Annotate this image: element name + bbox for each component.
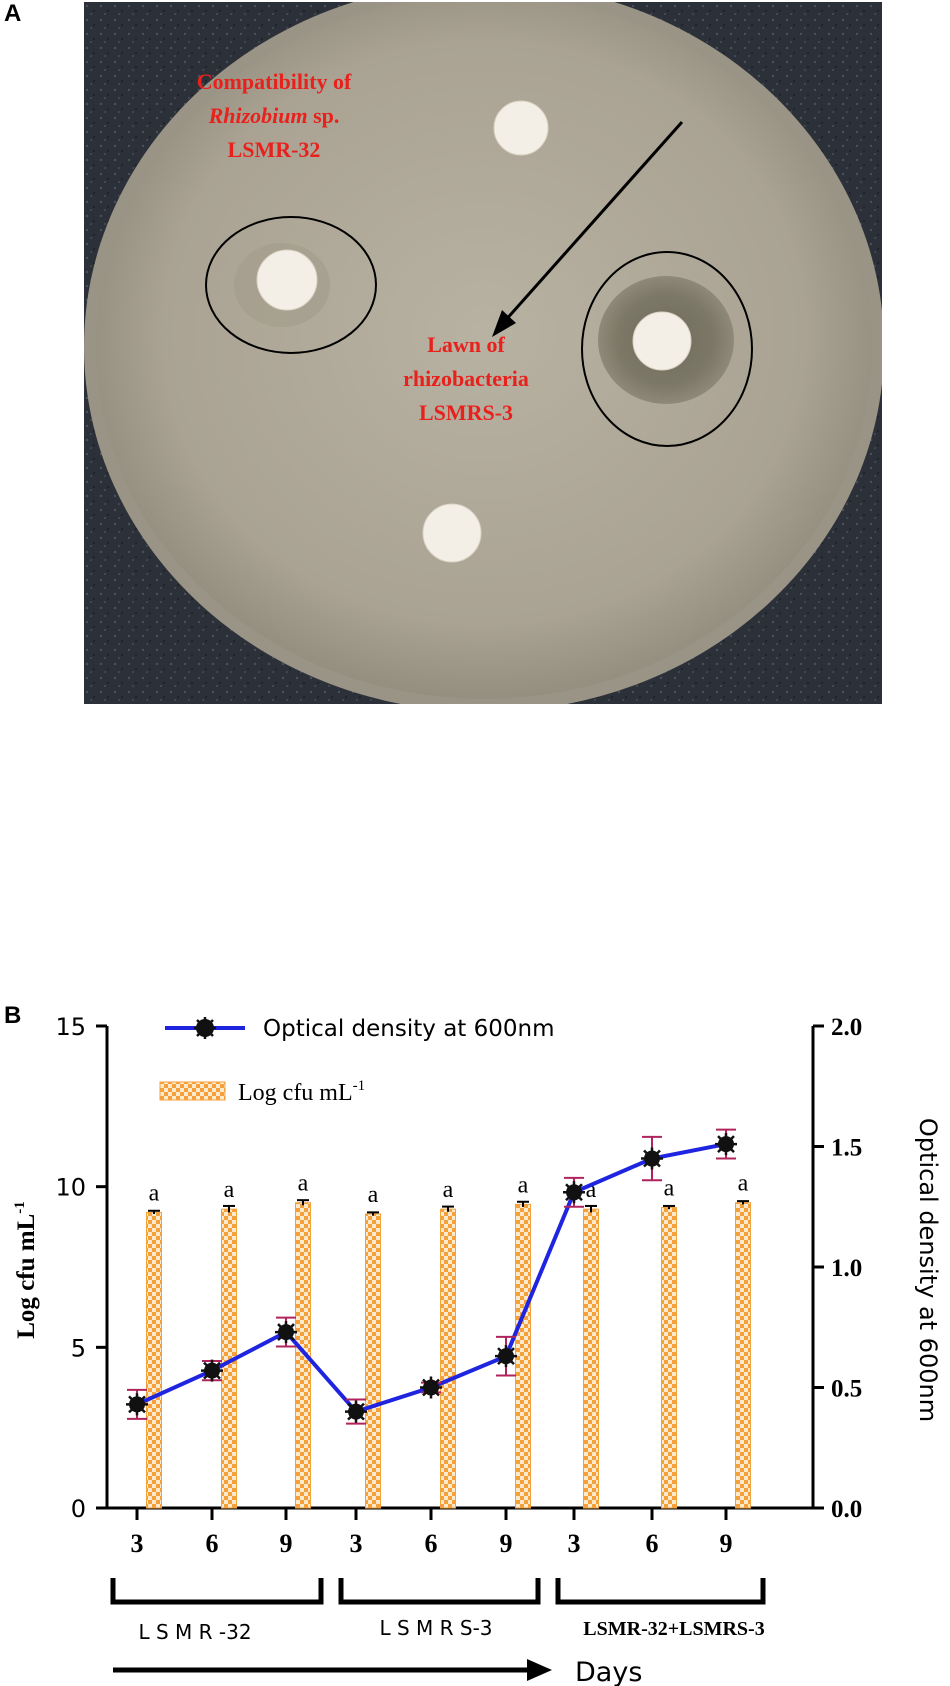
- bar-significance-2: a: [298, 1171, 309, 1197]
- bracket-group-2: [338, 1578, 541, 1605]
- bracket-group-1: [110, 1578, 324, 1605]
- bar-significance-7: a: [664, 1176, 675, 1202]
- od-point-5: [495, 1345, 517, 1368]
- annotation-compat-line3: LSMR-32: [228, 137, 321, 162]
- group-label-1: L S M R -32: [138, 1620, 251, 1644]
- annotation-lawn-line1: Lawn of: [427, 332, 505, 357]
- annotation-lawn-line3: LSMRS-3: [419, 400, 513, 425]
- x-tick-label-6: 3: [568, 1529, 581, 1558]
- legend: Optical density at 600nm Log cfu mL-1: [159, 1016, 555, 1106]
- x-tick-label-4: 6: [425, 1529, 438, 1558]
- disc-bottom: [422, 503, 482, 563]
- right-tick-label-3: 1.5: [831, 1135, 862, 1162]
- x-tick-label-3: 3: [350, 1529, 363, 1558]
- annotation-compat-line1: Compatibility of: [197, 69, 352, 94]
- days-arrow-head: [527, 1659, 552, 1681]
- growth-chart: 0 5 10 15 0.0 0.5 1.0 1.5 2.0 3 6 9 3 6 9 3 6 9 a a a a a a a a a…: [12, 1013, 942, 1686]
- od-point-3: [345, 1400, 367, 1423]
- left-axis-title: Log cfu mL-1: [12, 1201, 40, 1339]
- panel-b-label: B: [4, 1002, 22, 1029]
- od-point-2: [275, 1321, 297, 1344]
- circle-marker-left: [205, 216, 377, 354]
- bar-significance-8: a: [738, 1171, 749, 1197]
- od-point-0: [126, 1393, 148, 1416]
- annotation-lawn-line2: rhizobacteria: [403, 366, 529, 391]
- bar-4: [440, 1208, 456, 1509]
- group-label-3: LSMR-32+LSMRS-3: [583, 1618, 764, 1640]
- x-tick-label-1: 6: [206, 1529, 219, 1558]
- bar-3: [365, 1213, 381, 1509]
- petri-dish-photo: Compatibility of Rhizobium sp. LSMR-32 L…: [84, 2, 882, 704]
- x-tick-label-7: 6: [646, 1529, 659, 1558]
- group-label-2: L S M R S-3: [379, 1616, 492, 1640]
- disc-right: [632, 311, 692, 371]
- arrow-shaft: [502, 121, 684, 323]
- bar-significance-1: a: [224, 1177, 235, 1203]
- arrow-head: [492, 310, 516, 337]
- days-label: Days: [575, 1657, 642, 1686]
- bracket-group-3: [555, 1578, 766, 1605]
- bar-0: [146, 1211, 162, 1509]
- right-tick-label-2: 1.0: [831, 1255, 862, 1282]
- x-tick-label-0: 3: [131, 1529, 144, 1558]
- left-tick-label-2: 10: [55, 1174, 86, 1202]
- legend-line-label: Optical density at 600nm: [263, 1016, 555, 1042]
- od-point-8: [715, 1133, 737, 1156]
- annotation-compat-line2: Rhizobium sp.: [208, 103, 340, 128]
- panel-a-label: A: [4, 0, 22, 27]
- bar-8: [735, 1202, 751, 1509]
- left-tick-label-0: 0: [71, 1495, 86, 1523]
- bar-7: [661, 1207, 677, 1509]
- bar-6: [583, 1208, 599, 1509]
- bar-significance-5: a: [518, 1172, 529, 1198]
- x-tick-label-2: 9: [280, 1529, 293, 1558]
- left-tick-label-1: 5: [71, 1334, 86, 1362]
- disc-left: [256, 249, 318, 311]
- od-point-4: [420, 1376, 442, 1399]
- od-point-1: [201, 1359, 223, 1382]
- circle-marker-right: [581, 251, 753, 447]
- left-tick-label-3: 15: [55, 1013, 86, 1041]
- agar-plate: [96, 2, 872, 699]
- right-tick-label-1: 0.5: [831, 1376, 862, 1403]
- legend-bar-swatch: [159, 1081, 226, 1101]
- legend-bar-label: Log cfu mL-1: [238, 1078, 365, 1106]
- bar-significance-0: a: [149, 1180, 160, 1206]
- bar-significance-4: a: [443, 1177, 454, 1203]
- bar-significance-3: a: [368, 1182, 379, 1208]
- od-point-7: [641, 1147, 663, 1170]
- x-tick-label-5: 9: [500, 1529, 513, 1558]
- x-tick-label-8: 9: [720, 1529, 733, 1558]
- legend-marker-swatch: [194, 1017, 216, 1039]
- bar-5: [515, 1203, 531, 1509]
- right-tick-label-0: 0.0: [831, 1496, 862, 1523]
- disc-top: [493, 100, 549, 156]
- right-tick-label-4: 2.0: [831, 1014, 862, 1041]
- od-point-6: [563, 1181, 585, 1204]
- right-axis-title: Optical density at 600nm: [914, 1118, 942, 1422]
- bar-significance-6: a: [586, 1177, 597, 1203]
